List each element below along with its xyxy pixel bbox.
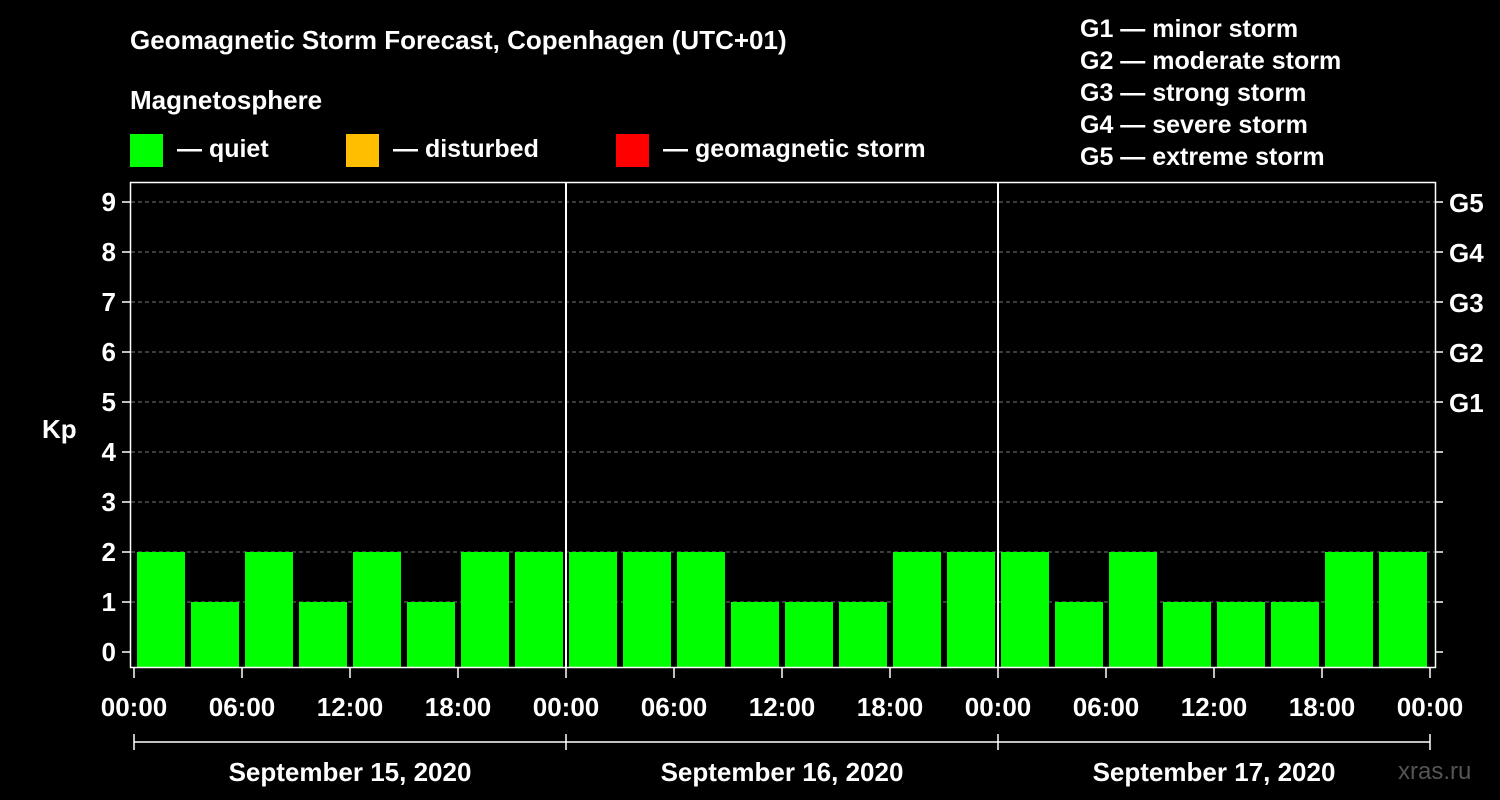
legend-label-disturbed: — disturbed (393, 135, 539, 163)
chart-subtitle: Magnetosphere (130, 85, 322, 115)
kp-bar (191, 602, 239, 668)
x-tick-label: 06:00 (641, 692, 708, 722)
right-tick-label: G1 (1449, 388, 1484, 418)
right-tick-label: G2 (1449, 338, 1484, 368)
storm-scale-g1: G1 — minor storm (1080, 15, 1298, 43)
kp-bar (1163, 602, 1211, 668)
x-tick-label: 12:00 (317, 692, 384, 722)
legend-label-storm: — geomagnetic storm (663, 135, 926, 163)
y-tick-label: 7 (102, 287, 116, 317)
x-tick-label: 12:00 (749, 692, 816, 722)
y-tick-label: 3 (102, 487, 116, 517)
kp-bar (677, 552, 725, 668)
right-axis: G1 G2 G3 G4 G5 (1435, 188, 1484, 653)
kp-bar (839, 602, 887, 668)
kp-bar (1055, 602, 1103, 668)
x-tick-label: 12:00 (1181, 692, 1248, 722)
x-tick-label: 00:00 (533, 692, 600, 722)
kp-bar (1109, 552, 1157, 668)
right-tick-label: G5 (1449, 188, 1484, 218)
storm-scale-g4: G4 — severe storm (1080, 111, 1308, 139)
kp-bar (947, 552, 995, 668)
legend-swatch-quiet (130, 134, 163, 167)
kp-bar (299, 602, 347, 668)
kp-bar (1271, 602, 1319, 668)
storm-scale-g2: G2 — moderate storm (1080, 47, 1341, 75)
storm-scale-legend: G1 — minor storm G2 — moderate storm G3 … (1080, 15, 1341, 171)
kp-bar (785, 602, 833, 668)
y-tick-label: 4 (102, 437, 117, 467)
x-tick-label: 00:00 (1397, 692, 1464, 722)
y-tick-label: 9 (102, 187, 116, 217)
y-axis: 0 1 2 3 4 5 6 7 8 9 (102, 187, 131, 667)
kp-bar (245, 552, 293, 668)
kp-bar (1001, 552, 1049, 668)
y-tick-label: 1 (102, 587, 116, 617)
right-tick-label: G3 (1449, 288, 1484, 318)
kp-bar (137, 552, 185, 668)
right-tick-label: G4 (1449, 238, 1484, 268)
storm-scale-g3: G3 — strong storm (1080, 79, 1306, 107)
kp-bar (407, 602, 455, 668)
day-label: September 17, 2020 (1093, 757, 1336, 787)
bars (137, 552, 1427, 668)
y-tick-label: 8 (102, 237, 116, 267)
kp-bar (515, 552, 563, 668)
kp-bar (1217, 602, 1265, 668)
kp-bar (1325, 552, 1373, 668)
y-axis-label: Kp (42, 414, 77, 444)
x-tick-label: 00:00 (965, 692, 1032, 722)
y-tick-label: 0 (102, 637, 116, 667)
x-tick-label: 18:00 (1289, 692, 1356, 722)
storm-scale-g5: G5 — extreme storm (1080, 143, 1325, 171)
x-tick-label: 00:00 (101, 692, 168, 722)
x-axis: 00:00 06:00 12:00 18:00 00:00 06:00 12:00 18:00… (101, 668, 1464, 722)
day-axis: September 15, 2020 September 16, 2020 Sept… (133, 734, 1431, 787)
kp-bar (1379, 552, 1427, 668)
day-dividers (565, 182, 999, 668)
x-tick-label: 06:00 (1073, 692, 1140, 722)
legend-swatch-disturbed (346, 134, 379, 167)
watermark: xras.ru (1398, 758, 1471, 785)
chart-title: Geomagnetic Storm Forecast, Copenhagen (… (130, 25, 787, 55)
day-label: September 15, 2020 (229, 757, 472, 787)
kp-bar (569, 552, 617, 668)
kp-bar (461, 552, 509, 668)
kp-bar (353, 552, 401, 668)
x-tick-label: 18:00 (857, 692, 924, 722)
grid-lines (131, 201, 1435, 603)
legend-swatch-storm (616, 134, 649, 167)
legend-label-quiet: — quiet (177, 135, 269, 163)
x-tick-label: 18:00 (425, 692, 492, 722)
y-tick-label: 5 (102, 387, 116, 417)
kp-bar (893, 552, 941, 668)
y-tick-label: 6 (102, 337, 116, 367)
y-tick-label: 2 (102, 537, 116, 567)
x-tick-label: 06:00 (209, 692, 276, 722)
plot-frame (129, 181, 1437, 669)
day-label: September 16, 2020 (661, 757, 904, 787)
kp-bar (623, 552, 671, 668)
kp-bar (731, 602, 779, 668)
status-legend: — quiet — disturbed — geomagnetic storm (130, 134, 926, 167)
